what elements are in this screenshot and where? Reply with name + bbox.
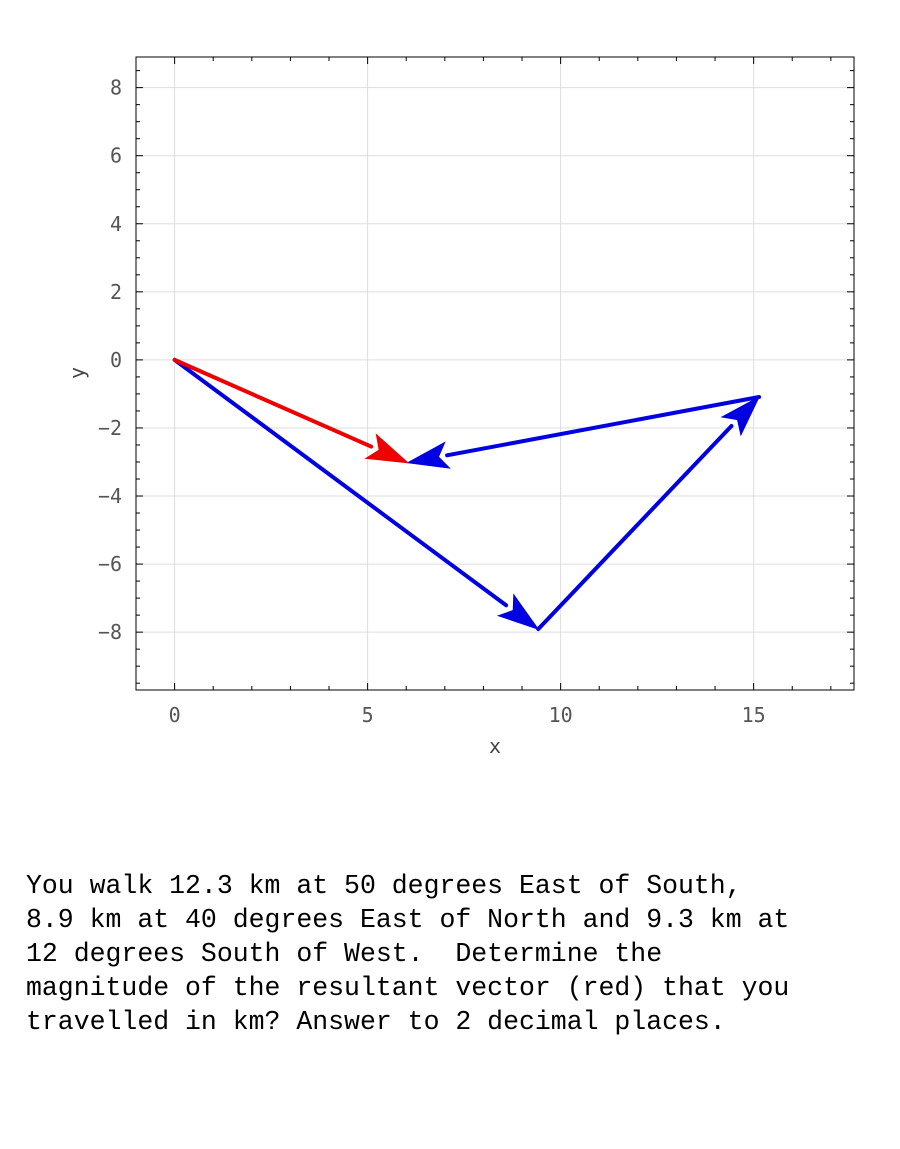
vectors <box>172 357 762 632</box>
y-tick-label: 4 <box>110 212 122 236</box>
component-vector-line <box>172 357 509 608</box>
component-vector-arrowhead <box>720 395 761 437</box>
y-tick-label: 6 <box>110 144 122 168</box>
x-tick-label: 0 <box>169 703 181 727</box>
plot-frame <box>135 56 855 691</box>
y-tick-label: −4 <box>98 484 122 508</box>
resultant-vector-arrowhead <box>364 433 410 464</box>
y-axis-label: y <box>65 367 89 379</box>
x-tick-label: 5 <box>362 703 374 727</box>
tick-labels: 0 5 10 15 8 6 4 2 0 −2 −4 −6 −8 <box>98 76 766 727</box>
resultant-vector-line <box>172 357 374 449</box>
y-tick-label: −6 <box>98 552 122 576</box>
y-tick-label: −2 <box>98 416 122 440</box>
x-tick-label: 15 <box>742 703 766 727</box>
question-text: You walk 12.3 km at 50 degrees East of S… <box>26 871 790 1037</box>
major-ticks <box>136 57 854 690</box>
component-vector-line <box>536 423 734 632</box>
vector-chart: 0 5 10 15 8 6 4 2 0 −2 −4 −6 −8 x y <box>65 56 855 758</box>
component-vector-arrowhead <box>406 441 451 469</box>
component-vector-line <box>445 394 762 458</box>
y-tick-label: −8 <box>98 620 122 644</box>
grid-lines <box>136 57 854 690</box>
x-axis-label: x <box>489 734 501 758</box>
y-tick-label: 0 <box>110 348 122 372</box>
component-vector-arrowhead <box>496 593 540 631</box>
x-tick-label: 10 <box>549 703 573 727</box>
y-tick-label: 8 <box>110 76 122 100</box>
y-tick-label: 2 <box>110 280 122 304</box>
